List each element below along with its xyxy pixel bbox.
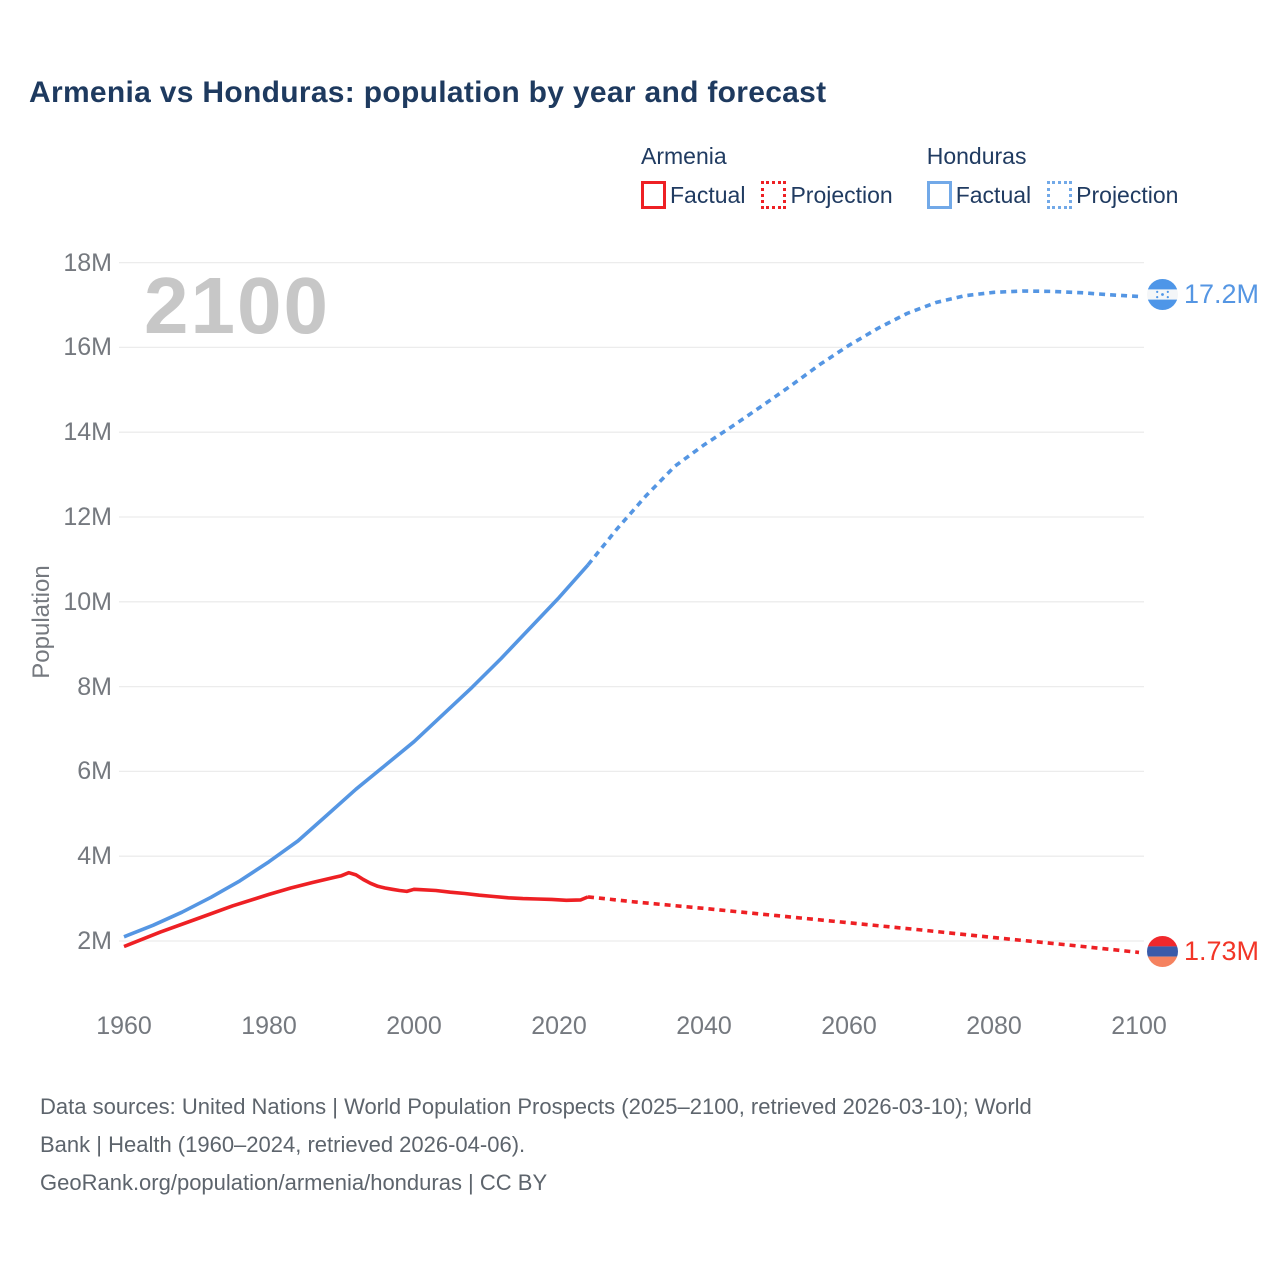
year-watermark: 2100 <box>144 261 330 350</box>
x-tick-label: 2020 <box>531 1012 587 1040</box>
data-sources-line1: Data sources: United Nations | World Pop… <box>40 1094 1032 1119</box>
legend-label: Projection <box>790 181 893 208</box>
x-tick-label: 2080 <box>966 1012 1022 1040</box>
legend-row-honduras: Factual Projection <box>926 181 1178 209</box>
x-tick-label: 2060 <box>821 1012 877 1040</box>
legend-group-honduras: Honduras Factual Projection <box>926 143 1178 209</box>
y-tick-label: 2M <box>77 927 112 955</box>
series-armenia-projection <box>587 895 1140 955</box>
honduras-end-value: 17.2M <box>1184 279 1260 309</box>
chart-title: Armenia vs Honduras: population by year … <box>29 76 827 109</box>
legend-country-honduras: Honduras <box>926 143 1027 169</box>
armenia-projection-swatch <box>761 181 787 209</box>
legend-item-honduras-factual[interactable]: Factual <box>926 181 1032 209</box>
series-honduras-factual <box>123 563 590 939</box>
legend: Armenia Factual Projection Honduras Fact… <box>641 143 1178 209</box>
honduras-end-label: 17.2M <box>1147 279 1259 310</box>
x-tick-label: 1960 <box>96 1012 152 1040</box>
armenia-flag-icon <box>1147 936 1178 967</box>
legend-row-armenia: Factual Projection <box>641 181 893 209</box>
series-armenia-factual <box>123 870 589 949</box>
series-honduras-projection <box>586 289 1140 567</box>
y-tick-label: 14M <box>63 418 112 447</box>
y-tick-label: 10M <box>63 587 112 616</box>
honduras-projection-swatch <box>1047 181 1073 209</box>
legend-label: Factual <box>955 181 1032 208</box>
legend-label: Factual <box>670 181 746 208</box>
y-tick-label: 12M <box>63 503 112 531</box>
legend-item-armenia-factual[interactable]: Factual <box>641 181 745 209</box>
y-tick-label: 8M <box>77 672 112 701</box>
legend-label: Projection <box>1076 181 1179 208</box>
x-tick-label: 2040 <box>676 1012 732 1040</box>
y-axis-title: Population <box>28 565 55 679</box>
x-tick-label: 1980 <box>241 1012 297 1040</box>
attribution-link: GeoRank.org/population/armenia/honduras … <box>40 1170 548 1195</box>
honduras-flag-icon <box>1147 279 1178 310</box>
legend-group-armenia: Armenia Factual Projection <box>641 143 893 209</box>
x-tick-label: 2000 <box>386 1012 442 1040</box>
legend-item-honduras-projection[interactable]: Projection <box>1047 181 1178 209</box>
x-tick-label: 2100 <box>1111 1012 1167 1040</box>
legend-country-armenia: Armenia <box>641 143 727 169</box>
legend-item-armenia-projection[interactable]: Projection <box>761 181 893 209</box>
y-tick-label: 16M <box>63 333 112 362</box>
honduras-factual-swatch <box>926 181 952 209</box>
footer: Data sources: United Nations | World Pop… <box>40 1088 1250 1202</box>
y-tick-label: 4M <box>77 842 112 871</box>
armenia-end-label: 1.73M <box>1147 936 1259 967</box>
y-tick-label: 6M <box>77 757 112 786</box>
armenia-end-value: 1.73M <box>1184 936 1260 966</box>
y-tick-label: 18M <box>63 248 112 277</box>
data-sources-line2: Bank | Health (1960–2024, retrieved 2026… <box>40 1132 526 1157</box>
armenia-factual-swatch <box>641 181 666 209</box>
